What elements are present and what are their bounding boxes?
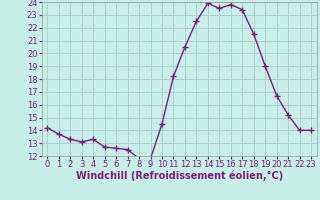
X-axis label: Windchill (Refroidissement éolien,°C): Windchill (Refroidissement éolien,°C)	[76, 171, 283, 181]
